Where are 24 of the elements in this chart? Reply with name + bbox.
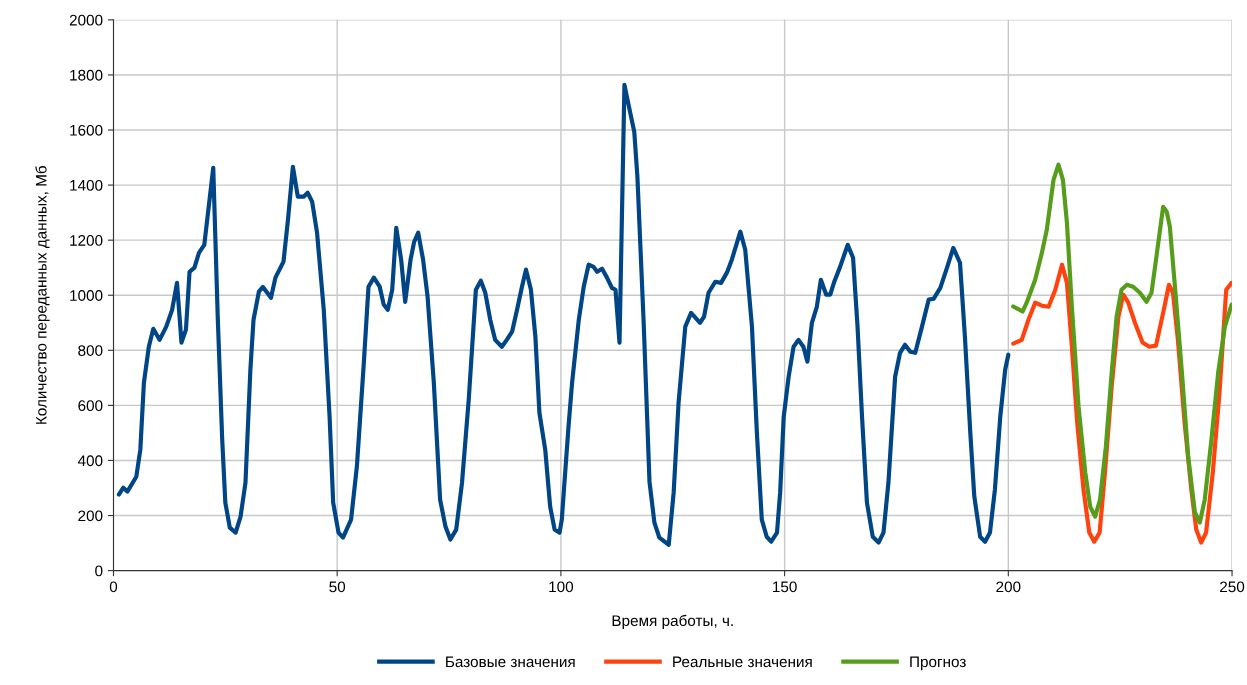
y-tick-label: 1000	[70, 290, 103, 301]
y-tick-label: 2000	[69, 14, 103, 26]
legend-label: Базовые значения	[446, 656, 575, 668]
y-tick-label: 1200	[70, 235, 103, 246]
y-tick-label: 400	[77, 455, 103, 467]
legend-label: Прогноз	[910, 656, 966, 671]
x-tick-label: 50	[329, 581, 346, 593]
y-tick-label: 800	[78, 345, 103, 356]
legend-label: Реальные значения	[673, 656, 812, 668]
line-series	[1011, 162, 1233, 525]
x-axis-title: Время работы, ч.	[612, 614, 733, 630]
y-tick-label: 0	[95, 565, 103, 577]
y-tick-label: 600	[78, 400, 103, 412]
y-axis-title: Количество переданных данных, Мб	[35, 166, 50, 424]
y-tick-label: 1600	[70, 124, 103, 136]
x-tick-label: 100	[549, 581, 574, 593]
y-tick-label: 1800	[70, 69, 103, 81]
y-tick-label: 200	[78, 510, 103, 522]
y-tick-label: 1400	[70, 179, 103, 191]
x-tick-label: 0	[109, 581, 118, 593]
line-series	[116, 82, 1011, 547]
x-tick-label: 250	[1220, 581, 1245, 593]
x-tick-label: 150	[773, 581, 797, 593]
x-tick-label: 200	[996, 581, 1021, 593]
